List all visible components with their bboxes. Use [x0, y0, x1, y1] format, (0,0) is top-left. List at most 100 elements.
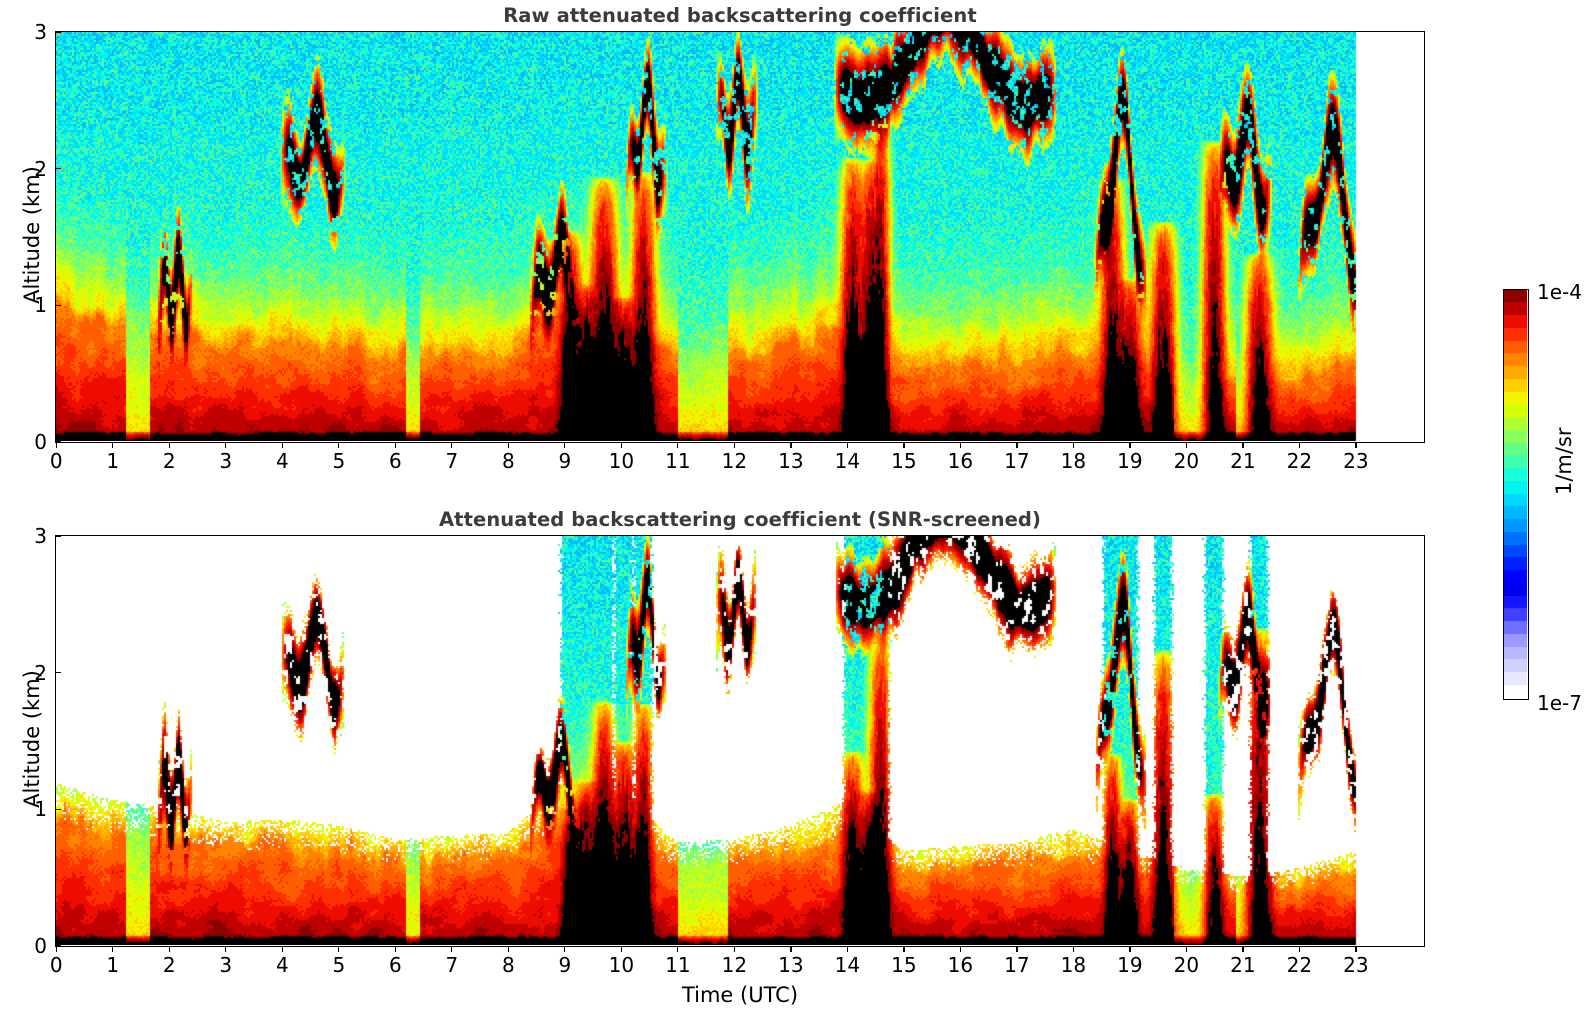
y-tick-mark [55, 441, 61, 443]
x-tick-label: 21 [1230, 449, 1256, 473]
x-tick-label: 4 [275, 449, 289, 473]
x-tick-mark [225, 945, 227, 952]
y-tick-label: 3 [34, 524, 47, 549]
x-tick-label: 19 [1117, 953, 1143, 977]
x-tick-mark [1185, 441, 1188, 448]
x-tick-label: 16 [947, 449, 974, 473]
x-tick-mark [1072, 945, 1075, 952]
y-tick-mark [55, 168, 61, 170]
x-tick-label: 15 [891, 449, 917, 473]
x-tick-mark [55, 945, 57, 952]
heatmap-screened [56, 536, 1423, 945]
colorbar[interactable] [1503, 289, 1529, 700]
x-tick-mark [846, 441, 848, 448]
x-tick-label: 1 [106, 953, 120, 977]
x-tick-mark [1298, 441, 1301, 448]
x-tick-label: 12 [721, 449, 748, 473]
x-tick-label: 4 [275, 953, 289, 977]
x-tick-label: 11 [665, 953, 691, 977]
x-tick-mark [168, 441, 170, 448]
y-tick-mark [55, 535, 61, 537]
x-tick-mark [394, 441, 396, 448]
y-tick-mark [55, 808, 61, 810]
x-tick-mark [564, 945, 566, 952]
x-tick-mark [338, 945, 340, 952]
x-tick-mark [959, 945, 961, 952]
y-tick-mark [55, 304, 61, 306]
x-tick-label: 18 [1060, 953, 1087, 977]
x-tick-label: 10 [608, 449, 635, 473]
x-tick-label: 0 [49, 953, 63, 977]
x-tick-label: 7 [445, 449, 459, 473]
x-tick-label: 15 [891, 953, 917, 977]
x-tick-mark [1355, 441, 1357, 448]
x-tick-mark [1242, 945, 1244, 952]
x-tick-mark [1185, 945, 1188, 952]
x-tick-mark [903, 441, 905, 448]
x-tick-mark [1016, 945, 1018, 952]
x-tick-label: 21 [1230, 953, 1256, 977]
x-tick-mark [338, 441, 340, 448]
x-tick-label: 7 [445, 953, 459, 977]
heatmap-raw [56, 32, 1423, 441]
y-tick-label: 0 [34, 429, 47, 454]
y-tick-label: 3 [34, 20, 47, 45]
x-tick-mark [1298, 945, 1301, 952]
x-tick-label: 9 [558, 449, 572, 473]
x-tick-label: 3 [219, 449, 233, 473]
x-tick-mark [733, 945, 735, 952]
colorbar-gradient [1504, 290, 1527, 698]
x-tick-mark [1072, 441, 1075, 448]
y-tick-mark [55, 31, 61, 33]
x-tick-mark [1129, 945, 1131, 952]
y-tick-label: 2 [34, 156, 47, 181]
x-tick-mark [1016, 441, 1018, 448]
plot-area-raw[interactable] [55, 31, 1425, 443]
x-tick-mark [507, 441, 509, 448]
x-tick-mark [846, 945, 848, 952]
x-tick-mark [733, 441, 735, 448]
x-tick-mark [620, 441, 622, 448]
y-tick-mark [55, 945, 61, 947]
colorbar-unit-label: 1/m/sr [1552, 427, 1576, 495]
x-tick-label: 17 [1004, 449, 1030, 473]
y-axis-title: Altitude (km) [20, 670, 44, 808]
plot-area-screened[interactable] [55, 535, 1425, 947]
x-tick-label: 0 [49, 449, 63, 473]
x-tick-label: 10 [608, 953, 635, 977]
x-tick-mark [451, 945, 453, 952]
x-tick-mark [959, 441, 961, 448]
x-tick-mark [790, 945, 792, 952]
x-tick-label: 3 [219, 953, 233, 977]
x-tick-mark [1242, 441, 1244, 448]
x-tick-label: 19 [1117, 449, 1143, 473]
x-tick-label: 12 [721, 953, 748, 977]
x-tick-mark [394, 945, 396, 952]
x-tick-label: 22 [1286, 953, 1313, 977]
x-tick-label: 11 [665, 449, 691, 473]
y-axis-title: Altitude (km) [20, 166, 44, 304]
x-tick-label: 14 [834, 449, 861, 473]
x-tick-label: 20 [1173, 953, 1200, 977]
x-tick-label: 18 [1060, 449, 1087, 473]
x-tick-label: 23 [1343, 449, 1369, 473]
x-tick-mark [677, 945, 679, 952]
x-tick-mark [225, 441, 227, 448]
x-tick-label: 17 [1004, 953, 1030, 977]
x-tick-mark [620, 945, 622, 952]
x-tick-mark [168, 945, 170, 952]
x-tick-label: 14 [834, 953, 861, 977]
y-tick-label: 0 [34, 933, 47, 958]
y-tick-label: 1 [34, 797, 47, 822]
x-tick-label: 8 [501, 953, 515, 977]
x-tick-mark [1355, 945, 1357, 952]
x-tick-mark [112, 441, 114, 448]
x-tick-label: 22 [1286, 449, 1313, 473]
x-tick-mark [507, 945, 509, 952]
x-tick-label: 8 [501, 449, 515, 473]
x-tick-label: 5 [332, 953, 346, 977]
x-tick-label: 2 [162, 449, 176, 473]
x-tick-label: 20 [1173, 449, 1200, 473]
x-tick-mark [281, 441, 283, 448]
